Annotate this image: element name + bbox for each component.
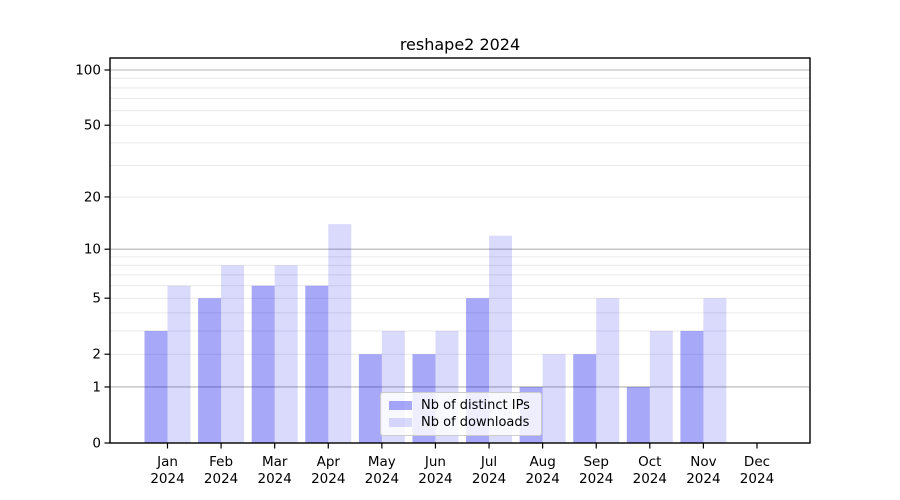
x-tick-label: May 2024 bbox=[365, 454, 399, 487]
x-tick-label: Nov 2024 bbox=[686, 454, 720, 487]
y-tick-label: 20 bbox=[84, 189, 101, 205]
x-tick-label: Sep 2024 bbox=[579, 454, 613, 487]
x-tick-label: Aug 2024 bbox=[525, 454, 559, 487]
x-tick-label: Dec 2024 bbox=[740, 454, 774, 487]
bar-downloads-Aug bbox=[542, 354, 566, 443]
bar-downloads-Feb bbox=[221, 265, 245, 443]
x-tick-label: Apr 2024 bbox=[311, 454, 345, 487]
legend-swatch-downloads bbox=[389, 418, 412, 427]
y-tick-label: 100 bbox=[75, 63, 101, 79]
bar-downloads-Oct bbox=[649, 330, 673, 443]
y-tick-label: 1 bbox=[92, 379, 101, 395]
legend-item-downloads: Nb of downloads bbox=[389, 416, 534, 429]
plot-border bbox=[109, 57, 811, 444]
legend-item-distinct-ips: Nb of distinct IPs bbox=[389, 399, 534, 412]
bar-distinct-ips-Mar bbox=[251, 285, 275, 443]
bar-downloads-Jan bbox=[167, 285, 191, 443]
x-tick-label: Feb 2024 bbox=[204, 454, 238, 487]
y-tick-label: 10 bbox=[84, 242, 101, 258]
chart-title: reshape2 2024 bbox=[399, 35, 521, 54]
bar-distinct-ips-Jan bbox=[144, 330, 168, 443]
x-tick-label: Jan 2024 bbox=[150, 454, 184, 487]
bar-distinct-ips-May bbox=[358, 354, 382, 443]
bar-downloads-Apr bbox=[328, 224, 352, 443]
legend-swatch-distinct-ips bbox=[389, 401, 412, 410]
y-tick-label: 2 bbox=[92, 347, 101, 363]
bar-downloads-Mar bbox=[274, 265, 298, 443]
y-tick-label: 5 bbox=[92, 291, 101, 307]
x-tick-label: Oct 2024 bbox=[633, 454, 667, 487]
legend: Nb of distinct IPs Nb of downloads bbox=[380, 392, 542, 436]
bar-distinct-ips-Apr bbox=[305, 285, 329, 443]
x-tick-label: Jun 2024 bbox=[418, 454, 452, 487]
y-tick-label: 50 bbox=[84, 118, 101, 134]
bar-distinct-ips-Feb bbox=[198, 298, 222, 443]
x-tick-label: Mar 2024 bbox=[258, 454, 292, 487]
y-tick-label: 0 bbox=[92, 436, 101, 452]
bar-distinct-ips-Oct bbox=[626, 386, 650, 443]
legend-label-downloads: Nb of downloads bbox=[421, 415, 530, 430]
bar-downloads-Sep bbox=[596, 298, 620, 443]
legend-label-distinct-ips: Nb of distinct IPs bbox=[421, 398, 530, 413]
x-tick-label: Jul 2024 bbox=[472, 454, 506, 487]
bar-downloads-Nov bbox=[703, 298, 727, 443]
bar-distinct-ips-Sep bbox=[573, 354, 597, 443]
bar-distinct-ips-Nov bbox=[680, 330, 704, 443]
bar-downloads-Jul bbox=[489, 235, 513, 443]
